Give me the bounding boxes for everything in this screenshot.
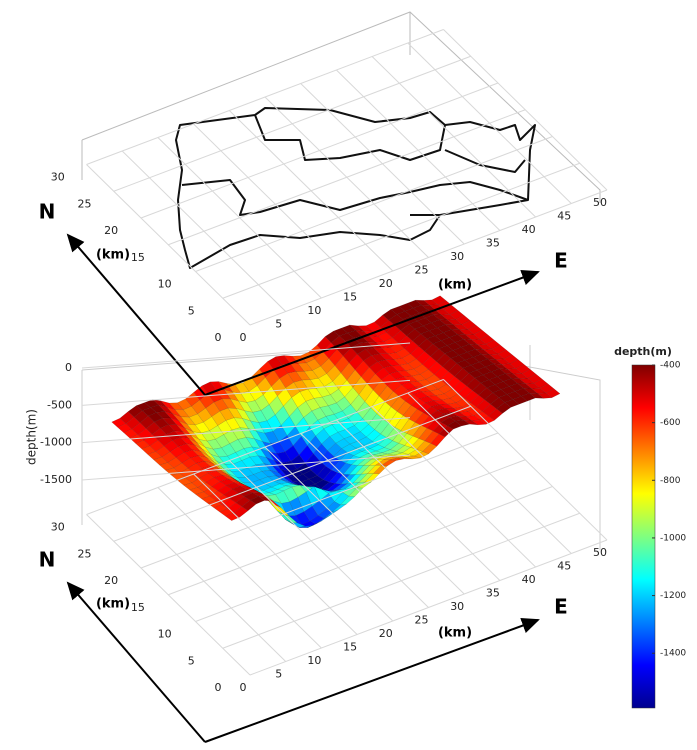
grid-line	[113, 405, 471, 542]
x-axis-label: (km)	[438, 626, 472, 641]
x-tick-label: 45	[557, 210, 571, 223]
y-tick-label: 0	[215, 681, 222, 694]
x-tick-label: 40	[522, 573, 536, 586]
x-tick-label: 50	[593, 196, 607, 209]
y-tick-label: 25	[77, 547, 91, 560]
x-tick-label: 50	[593, 546, 607, 559]
x-tick-label: 10	[307, 654, 321, 667]
east-label: E	[554, 595, 568, 619]
surface-cell	[473, 329, 489, 340]
colorbar-tick-label: -800	[660, 476, 681, 486]
district-outlines	[175, 107, 536, 269]
y-tick-label: 10	[158, 278, 172, 291]
grid-line	[140, 432, 499, 569]
surface-cell	[539, 383, 555, 394]
x-tick-label: 25	[415, 614, 429, 627]
x-tick-label: 10	[307, 304, 321, 317]
z-tick-label: -1000	[40, 436, 72, 449]
grid-line	[168, 459, 526, 596]
east-label: E	[554, 249, 568, 273]
colorbar-tick-label: -400	[660, 361, 681, 371]
y-tick-label: 15	[131, 251, 145, 264]
surface-cell	[509, 359, 525, 369]
grid-line	[81, 454, 411, 481]
x-tick-label: 30	[450, 600, 464, 613]
y-tick-label: 30	[51, 171, 65, 184]
grid-line	[86, 29, 444, 165]
grid-line	[249, 539, 608, 676]
y-tick-label: 10	[158, 628, 172, 641]
x-tick-label: 35	[486, 237, 500, 250]
y-tick-label: 0	[215, 331, 222, 344]
z-tick-label: -1500	[40, 473, 72, 486]
x-tick-label: 35	[486, 587, 500, 600]
y-tick-label: 5	[188, 654, 195, 667]
y-tick-label: 5	[188, 304, 195, 317]
grid-line	[195, 486, 553, 622]
grid-line	[168, 109, 526, 246]
y-tick-label: 15	[131, 601, 145, 614]
x-tick-label: 40	[522, 223, 536, 236]
colorbar	[631, 364, 656, 709]
x-tick-label: 25	[415, 264, 429, 277]
surface-cell	[545, 388, 561, 399]
x-tick-label: 20	[379, 627, 393, 640]
x-tick-label: 20	[379, 277, 393, 290]
grid-line	[195, 136, 553, 272]
y-axis-label: (km)	[96, 248, 130, 263]
x-tick-label: 5	[275, 318, 282, 331]
top-box	[81, 11, 601, 203]
x-tick-label: 0	[240, 681, 247, 694]
north-label: N	[39, 200, 56, 224]
grid-line	[222, 162, 580, 299]
grid-line	[222, 512, 580, 649]
direction-arrows	[66, 233, 540, 743]
surface-cell	[515, 364, 531, 374]
grid-line	[81, 379, 411, 406]
colorbar-tick-label: -1000	[660, 533, 686, 543]
y-tick-label: 30	[51, 521, 65, 534]
x-axis-label: (km)	[438, 278, 472, 293]
depth-surface	[111, 295, 561, 528]
colorbar-tick-label: -1200	[660, 591, 686, 601]
grid-line	[81, 342, 411, 369]
x-tick-label: 30	[450, 250, 464, 263]
grid-line	[140, 82, 499, 219]
x-tick-label: 5	[275, 668, 282, 681]
y-tick-label: 20	[104, 574, 118, 587]
z-axis-label: depth(m)	[25, 409, 39, 465]
colorbar-tick-label: -600	[660, 418, 681, 428]
surface-cell	[455, 315, 471, 325]
colorbar-tick-label: -1400	[660, 649, 686, 659]
z-tick-label: -500	[47, 398, 72, 411]
x-tick-label: 0	[240, 331, 247, 344]
grid-line	[113, 55, 471, 192]
grid-line	[86, 379, 444, 515]
z-tick-label: 0	[65, 361, 72, 374]
colorbar-title: depth(m)	[614, 345, 672, 358]
x-tick-label: 15	[343, 641, 357, 654]
y-tick-label: 25	[77, 197, 91, 210]
y-axis-label: (km)	[96, 597, 130, 612]
y-tick-label: 20	[104, 224, 118, 237]
x-tick-label: 45	[557, 560, 571, 573]
grid-line	[249, 189, 608, 326]
grid-line	[81, 417, 411, 444]
north-label: N	[39, 548, 56, 572]
x-tick-label: 15	[343, 291, 357, 304]
